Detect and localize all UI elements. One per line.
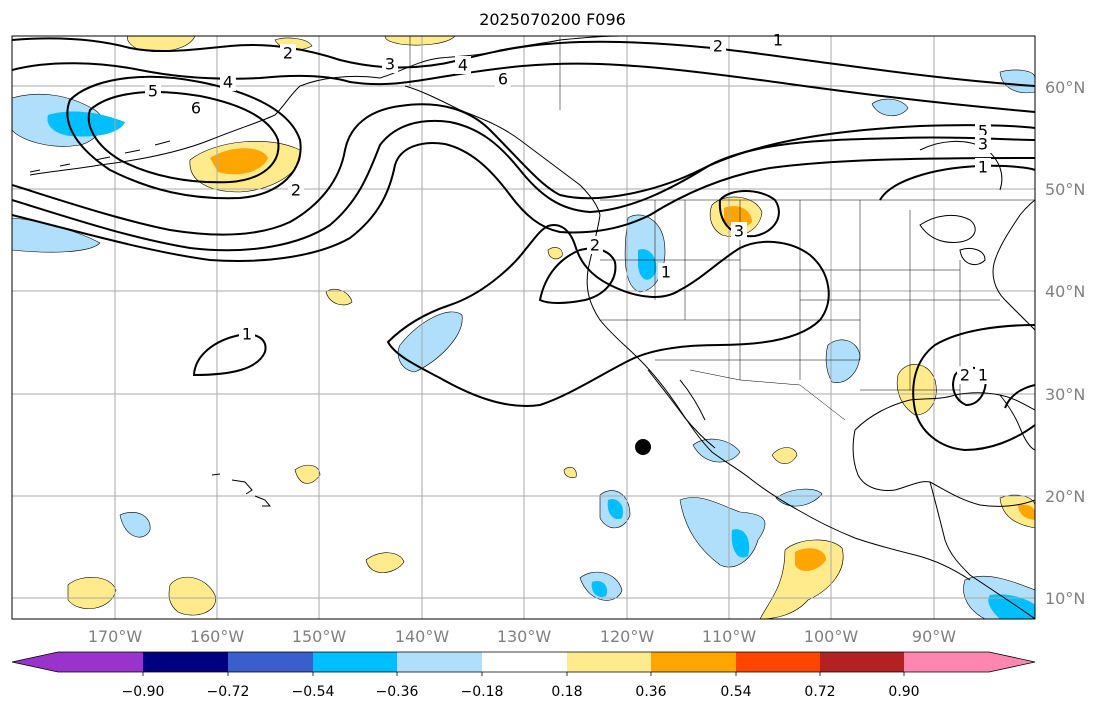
positive-anomaly-area — [384, 36, 456, 46]
contour-label: 2 — [283, 44, 293, 63]
colorbar-segment — [651, 652, 736, 672]
negative-anomaly-core — [607, 499, 624, 520]
positive-anomaly-area — [365, 552, 405, 573]
colorbar-outline — [11, 651, 1036, 673]
colorbar-segment — [397, 652, 482, 672]
latitude-label: 20°N — [1045, 487, 1085, 506]
colorbar-tick-label: 0.36 — [635, 684, 666, 700]
latitude-label: 10°N — [1045, 589, 1085, 608]
longitude-label: 170°W — [88, 627, 143, 646]
longitude-label: 140°W — [395, 627, 450, 646]
contour-label: 6 — [498, 70, 508, 89]
contour-label: 1 — [978, 158, 988, 177]
contour-label: 4 — [223, 73, 233, 92]
longitude-label: 100°W — [804, 627, 859, 646]
latitude-labels: 60°N 50°N 40°N 30°N 20°N 10°N — [1045, 78, 1085, 608]
positive-anomaly-area — [325, 288, 353, 306]
colorbar-tick-label: 0.18 — [551, 684, 582, 700]
map-title: 2025070200 F096 — [479, 10, 626, 29]
colorbar-tick-label: 0.90 — [888, 684, 919, 700]
longitude-label: 160°W — [190, 627, 245, 646]
lat-lon-grid — [12, 36, 1035, 619]
contour-label: 1 — [978, 366, 988, 385]
contour-label: 2 — [291, 181, 301, 200]
colorbar-tick-label: −0.18 — [461, 684, 504, 700]
positive-anomaly-area — [168, 576, 216, 616]
negative-anomaly-core — [591, 580, 608, 598]
positive-anomaly-area — [294, 464, 321, 484]
colorbar-tick-label: −0.54 — [292, 684, 335, 700]
colorbar-segment — [567, 652, 651, 672]
negative-anomaly-area — [999, 69, 1035, 94]
colorbar-segment — [482, 652, 567, 672]
latitude-label: 30°N — [1045, 385, 1085, 404]
positive-anomaly-area — [896, 364, 937, 416]
colorbar: −0.90 −0.72 −0.54 −0.36 −0.18 0.18 0.36 … — [11, 651, 1036, 700]
contour-label: 3 — [734, 222, 744, 241]
positive-anomaly-area — [547, 247, 563, 260]
colorbar-tick-label: −0.36 — [376, 684, 419, 700]
negative-anomaly-area — [825, 339, 861, 383]
colorbar-segment — [736, 652, 820, 672]
positive-anomaly-area — [563, 466, 577, 478]
contour-label: 3 — [978, 135, 988, 154]
colorbar-segment — [228, 652, 313, 672]
colorbar-segment — [58, 652, 143, 672]
contour-label-group: 2 3 4 6 2 1 4 5 6 2 5 3 1 3 2 1 1 2 1 — [145, 31, 991, 385]
colorbar-segment — [904, 652, 989, 672]
longitude-label: 110°W — [702, 627, 757, 646]
contour-label: 2 — [590, 236, 600, 255]
longitude-label: 120°W — [600, 627, 655, 646]
map-frame — [11, 35, 1036, 620]
negative-anomaly-area — [692, 438, 741, 463]
contour-label: 1 — [242, 325, 252, 344]
positive-anomaly-core — [1018, 504, 1035, 520]
location-marker — [635, 439, 651, 455]
negative-anomaly-area — [119, 511, 151, 538]
colorbar-segment — [820, 652, 904, 672]
contour-label: 4 — [458, 56, 468, 75]
positive-anomaly-core — [795, 548, 826, 572]
colorbar-tick-label: 0.54 — [720, 684, 751, 700]
contour-label: 5 — [148, 82, 158, 101]
longitude-label: 150°W — [292, 627, 347, 646]
contour-label: 2 — [713, 37, 723, 56]
contour-label: 2 — [960, 366, 970, 385]
colorbar-segment — [143, 652, 228, 672]
contour-label: 1 — [773, 31, 783, 50]
latitude-label: 60°N — [1045, 78, 1085, 97]
latitude-label: 40°N — [1045, 282, 1085, 301]
colorbar-extend-min — [12, 652, 58, 672]
colorbar-tick-label: 0.72 — [804, 684, 835, 700]
negative-anomaly-core — [988, 594, 1035, 619]
longitude-labels: 170°W 160°W 150°W 140°W 130°W 120°W 110°… — [88, 627, 956, 646]
latitude-label: 50°N — [1045, 180, 1085, 199]
contour-label: 6 — [191, 99, 201, 118]
positive-anomaly-area — [67, 577, 117, 609]
contour-label: 1 — [661, 263, 671, 282]
longitude-label: 130°W — [497, 627, 552, 646]
negative-anomaly-core — [638, 249, 657, 280]
contour-label: 5 — [978, 122, 988, 141]
colorbar-segment — [313, 652, 397, 672]
colorbar-tick-label: −0.90 — [122, 684, 165, 700]
negative-anomaly-area — [871, 98, 909, 117]
positive-anomaly-core — [210, 148, 268, 175]
colorbar-extend-max — [989, 652, 1035, 672]
colorbar-tick-label: −0.72 — [207, 684, 250, 700]
negative-anomaly-core — [731, 529, 750, 558]
longitude-label: 90°W — [912, 627, 956, 646]
contour-label: 3 — [385, 55, 395, 74]
positive-anomaly-area — [771, 447, 798, 464]
negative-anomaly-area — [397, 311, 463, 373]
political-boundaries — [409, 36, 1035, 421]
